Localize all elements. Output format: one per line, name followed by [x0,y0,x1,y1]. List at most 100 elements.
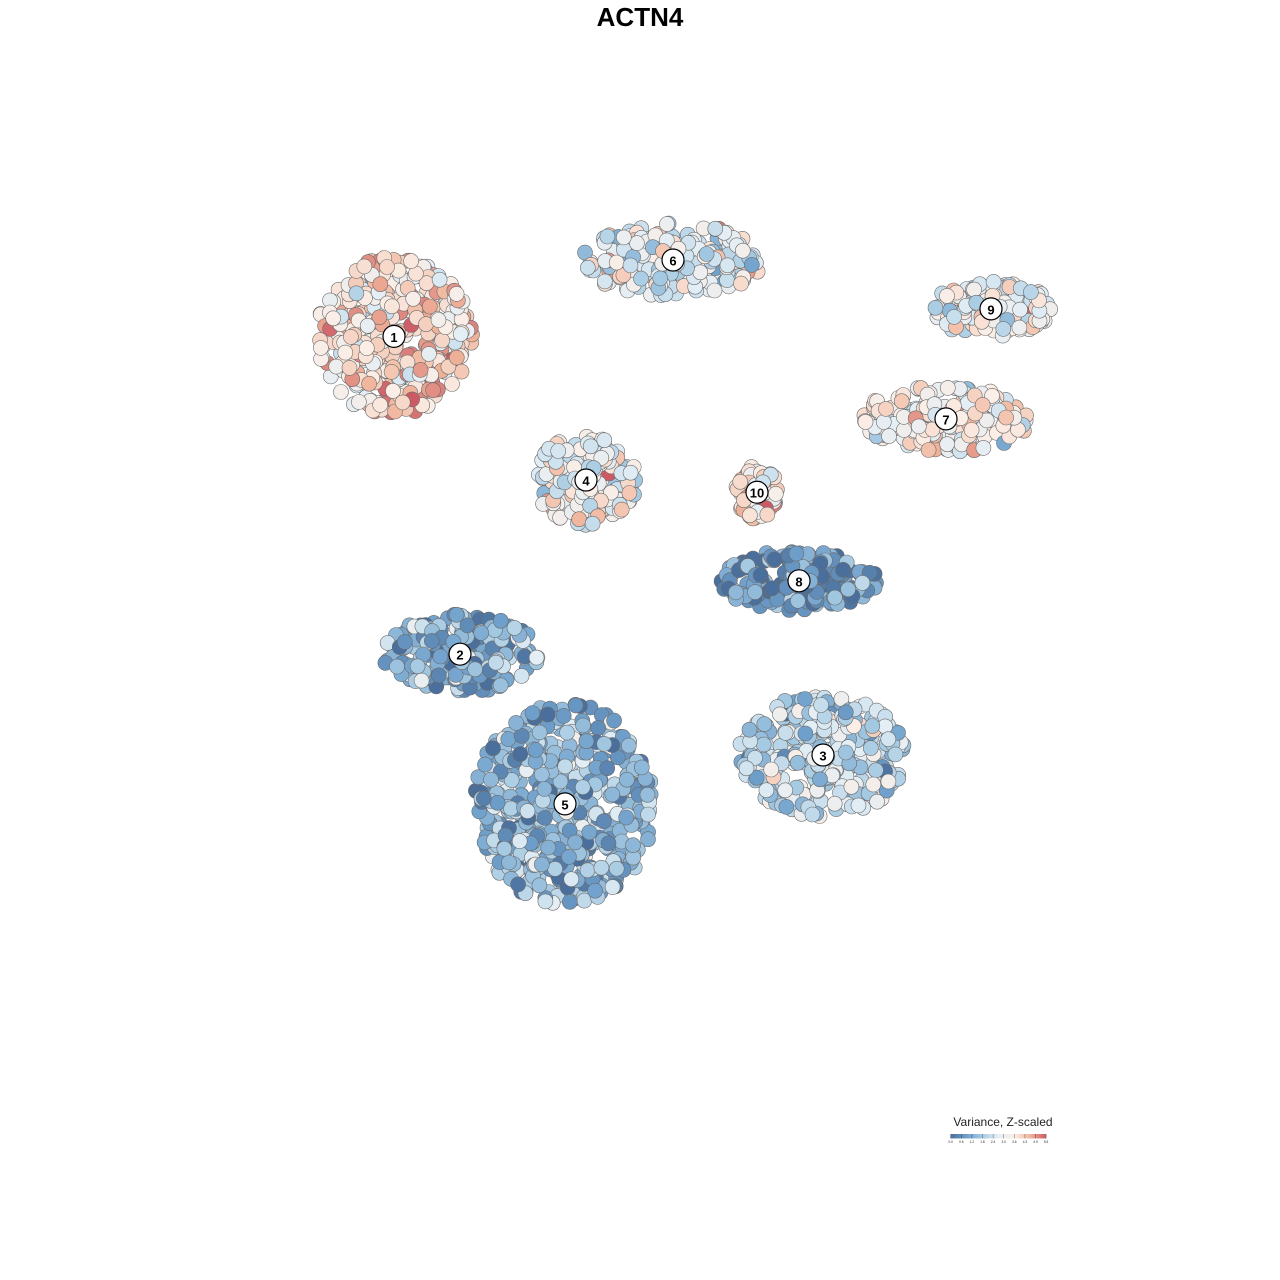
cell-point [837,744,854,761]
cell-point [826,795,843,812]
cell-point [813,697,829,713]
cell-point [384,298,400,315]
cell-point [850,797,867,814]
cluster-label-circle [745,480,769,504]
cell-point [593,859,610,876]
cell-point [385,383,401,399]
cell-point [790,592,806,609]
legend-tick-label: 3.6 [1012,1140,1017,1144]
cell-point [734,242,751,259]
cell-point [552,773,569,790]
cluster-label-circle [574,468,598,492]
cell-point [974,397,991,413]
cell-point [887,746,904,763]
cell-point [719,257,736,274]
cell-point [519,803,536,819]
cluster-label-text: 4 [582,474,590,489]
cell-point [582,438,599,455]
cluster-label-circle [811,743,835,767]
cell-point [557,758,573,775]
cell-point [528,649,545,666]
cell-point [448,349,465,366]
cluster-label-10: 10 [745,480,769,504]
cell-point [434,332,450,349]
cell-point [596,432,613,449]
cell-point [563,871,580,888]
cell-point [559,724,575,741]
legend-tick-label: 2.4 [991,1140,996,1144]
cell-point [447,667,464,683]
cluster-label-6: 6 [661,248,685,272]
cell-point [579,259,596,276]
cluster-label-circle [661,248,685,272]
cell-point [966,281,982,298]
cell-point [473,625,490,641]
cell-point [430,312,447,328]
cell-point [372,397,389,413]
cluster-label-text: 1 [390,330,397,345]
cell-point [506,620,523,636]
cluster-label-circle [934,407,958,431]
cell-point [389,658,405,675]
cell-point [869,793,885,810]
cluster-label-7: 7 [934,407,958,431]
cell-point [975,440,992,456]
cell-point [777,782,794,799]
cluster-label-text: 8 [795,574,802,589]
cell-point [868,762,884,779]
cell-point [743,257,760,273]
cluster-label-4: 4 [574,468,598,492]
cell-point [978,412,995,429]
cluster-label-3: 3 [811,743,835,767]
cell-point [403,253,419,269]
cell-point [827,589,843,606]
cell-point [738,760,755,777]
cell-point [747,584,763,600]
cell-point [448,606,465,623]
cell-point [875,414,892,430]
cell-point [633,270,649,287]
cell-point [421,346,437,362]
cluster-label-5: 5 [553,792,577,816]
cell-point [512,746,529,762]
cell-point [920,442,937,458]
cell-point [379,259,395,275]
cell-point [840,581,856,598]
cell-point [510,876,526,893]
cell-point [383,364,400,380]
cell-point [625,837,641,854]
cell-point [431,667,447,684]
cell-point [358,340,375,356]
cell-point [590,720,607,736]
cell-point [343,329,359,345]
cell-point [767,486,784,502]
cell-point [421,298,438,315]
cell-point [425,382,441,399]
cell-point [759,506,776,523]
cell-point [622,257,639,274]
cluster-label-text: 2 [456,648,463,663]
cell-point [692,264,709,281]
cell-point [582,497,598,514]
cell-point [741,721,758,738]
cell-point [766,551,783,568]
cluster-label-text: 3 [819,749,826,764]
cell-point [485,740,501,757]
cell-point [313,340,329,356]
cell-point [503,772,520,788]
cell-point [477,756,493,773]
cell-point [618,809,635,826]
cell-point [843,778,860,795]
cell-point [600,835,617,852]
cell-point [596,273,613,290]
cell-point [394,394,411,411]
cell-point [995,321,1012,337]
cluster-label-circle [553,792,577,816]
cell-point [337,344,354,361]
cell-point [531,724,548,741]
cell-point [423,633,440,649]
legend-tick-label: 3.0 [1002,1140,1007,1144]
cell-point [536,781,553,797]
legend-tick-label: 4.3 [1023,1140,1028,1144]
cell-point [613,501,630,518]
